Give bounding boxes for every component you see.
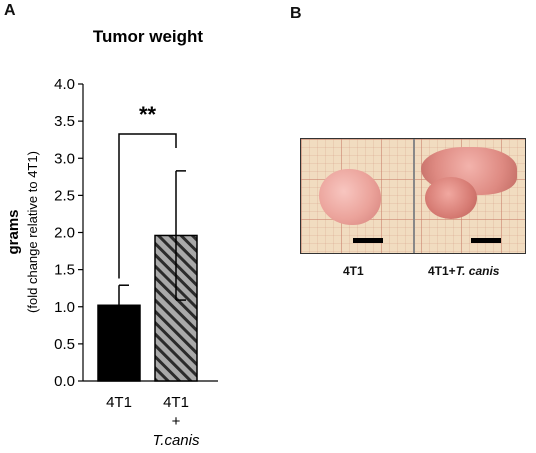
scale-bar-right — [471, 238, 501, 243]
tumor-photo — [300, 138, 526, 254]
x-tick-label: 4T1 — [106, 394, 132, 411]
y-tick-label: 1.5 — [54, 262, 75, 279]
photo-label-4t1-plus: 4T1+ — [428, 264, 456, 278]
tumor-4t1-tcanis-lobe-image — [425, 177, 477, 219]
tumor-weight-chart: Tumor weight grams (fold change relative t… — [5, 27, 218, 449]
x-tick-label: 4T1 — [163, 394, 189, 411]
y-tick-label: 0.0 — [54, 373, 75, 390]
y-tick-label: 1.0 — [54, 299, 75, 316]
significance-bracket — [118, 133, 177, 279]
photo-divider — [413, 139, 415, 253]
panel-a-letter: A — [4, 2, 16, 19]
y-tick-label: 2.5 — [54, 187, 75, 204]
photo-label-tcanis: T. canis — [455, 264, 500, 278]
y-axis-label: grams — [5, 209, 22, 254]
significance-label: ** — [139, 102, 157, 127]
y-tick-label: 3.0 — [54, 150, 75, 167]
panel-b-letter: B — [290, 5, 302, 22]
tumor-4t1-image — [319, 169, 381, 225]
scale-bar-left — [353, 238, 383, 243]
y-axis-sublabel: (fold change relative to 4T1) — [25, 151, 40, 313]
y-tick-label: 2.0 — [54, 225, 75, 242]
chart-title: Tumor weight — [93, 27, 204, 46]
photo-label-4t1-tcanis: 4T1+T. canis — [428, 264, 499, 278]
bar-1 — [97, 304, 141, 382]
y-tick-label: 4.0 — [54, 76, 75, 93]
y-tick-label: 3.5 — [54, 113, 75, 130]
photo-label-4t1: 4T1 — [343, 264, 364, 278]
x-tick-label: + — [172, 413, 181, 430]
y-tick-label: 0.5 — [54, 336, 75, 353]
x-tick-label-italic: T.canis — [153, 432, 200, 449]
